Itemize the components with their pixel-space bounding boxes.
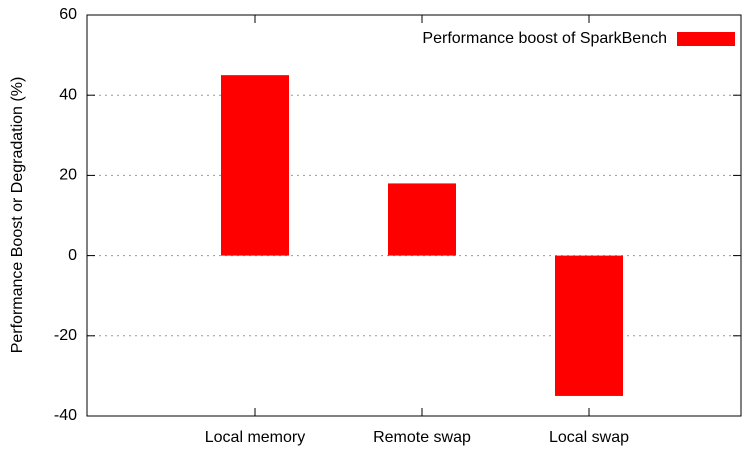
- y-tick-label: -40: [54, 407, 77, 424]
- y-axis-label: Performance Boost or Degradation (%): [9, 77, 26, 354]
- x-tick-label: Local memory: [205, 429, 305, 446]
- x-tick-label: Remote swap: [373, 429, 471, 446]
- bar: [555, 255, 623, 396]
- y-tick-label: 20: [59, 167, 77, 184]
- bar: [221, 75, 289, 256]
- bar: [388, 183, 456, 256]
- legend-label: Performance boost of SparkBench: [422, 30, 667, 47]
- y-tick-label: 60: [59, 6, 77, 23]
- x-tick-label: Local swap: [549, 429, 629, 446]
- legend-swatch: [677, 32, 735, 46]
- y-tick-label: 0: [68, 247, 77, 264]
- y-tick-label: 40: [59, 86, 77, 103]
- plot-frame: [86, 14, 742, 417]
- y-tick-label: -20: [54, 327, 77, 344]
